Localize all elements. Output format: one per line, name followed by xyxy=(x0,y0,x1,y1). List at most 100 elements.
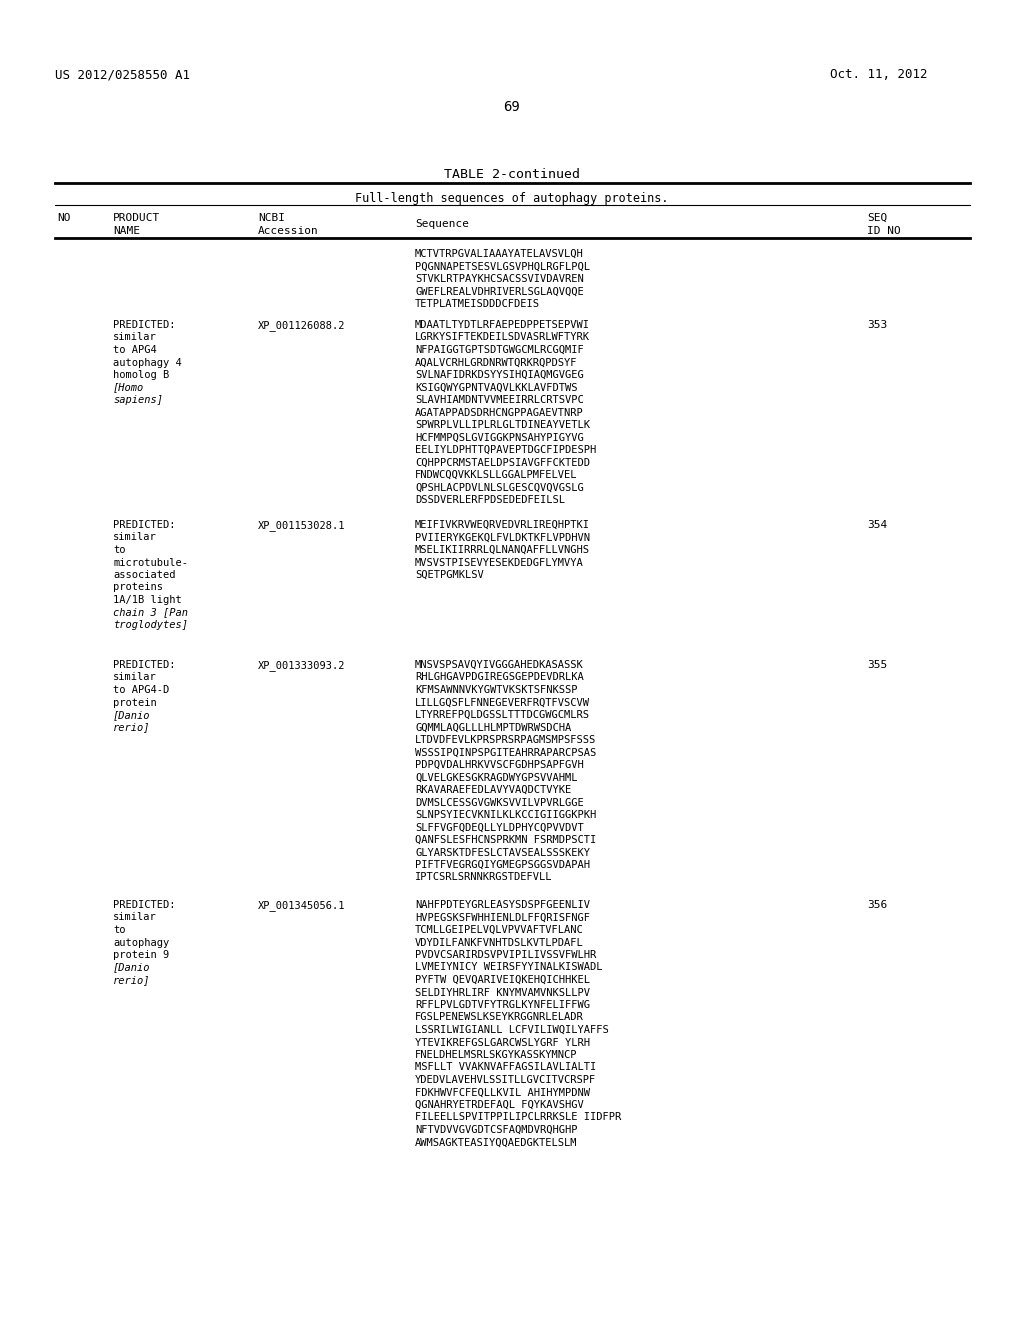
Text: DSSDVERLERFPDSEDEDFEILSL: DSSDVERLERFPDSEDEDFEILSL xyxy=(415,495,565,506)
Text: [Homo: [Homo xyxy=(113,383,144,392)
Text: PREDICTED:: PREDICTED: xyxy=(113,660,175,671)
Text: NAHFPDTEYGRLEASYSDSPFGEENLIV: NAHFPDTEYGRLEASYSDSPFGEENLIV xyxy=(415,900,590,909)
Text: LTYRREFPQLDGSSLTTTDCGWGCMLRS: LTYRREFPQLDGSSLTTTDCGWGCMLRS xyxy=(415,710,590,719)
Text: GLYARSKTDFESLCTAVSEALSSSKEKY: GLYARSKTDFESLCTAVSEALSSSKEKY xyxy=(415,847,590,858)
Text: SVLNAFIDRKDSYYSIHQIAQMGVGEG: SVLNAFIDRKDSYYSIHQIAQMGVGEG xyxy=(415,370,584,380)
Text: [Danio: [Danio xyxy=(113,710,151,719)
Text: proteins: proteins xyxy=(113,582,163,593)
Text: VDYDILFANKFVNHTDSLKVTLPDAFL: VDYDILFANKFVNHTDSLKVTLPDAFL xyxy=(415,937,584,948)
Text: to APG4: to APG4 xyxy=(113,345,157,355)
Text: NCBI: NCBI xyxy=(258,213,285,223)
Text: similar: similar xyxy=(113,333,157,342)
Text: HCFMMPQSLGVIGGKPNSAHYPIGYVG: HCFMMPQSLGVIGGKPNSAHYPIGYVG xyxy=(415,433,584,442)
Text: 69: 69 xyxy=(504,100,520,114)
Text: 354: 354 xyxy=(867,520,887,531)
Text: 1A/1B light: 1A/1B light xyxy=(113,595,181,605)
Text: LTDVDFEVLKPRSPRSRPAGMSMPSFSSS: LTDVDFEVLKPRSPRSRPAGMSMPSFSSS xyxy=(415,735,596,744)
Text: US 2012/0258550 A1: US 2012/0258550 A1 xyxy=(55,69,190,81)
Text: [Danio: [Danio xyxy=(113,962,151,973)
Text: SLAVHIAMDNTVVMEEIRRLCRTSVPC: SLAVHIAMDNTVVMEEIRRLCRTSVPC xyxy=(415,395,584,405)
Text: PRODUCT: PRODUCT xyxy=(113,213,160,223)
Text: to: to xyxy=(113,925,126,935)
Text: MSFLLT VVAKNVAFFAGSILAVLIALTI: MSFLLT VVAKNVAFFAGSILAVLIALTI xyxy=(415,1063,596,1072)
Text: Full-length sequences of autophagy proteins.: Full-length sequences of autophagy prote… xyxy=(355,191,669,205)
Text: NFTVDVVGVGDTCSFAQMDVRQHGHP: NFTVDVVGVGDTCSFAQMDVRQHGHP xyxy=(415,1125,578,1135)
Text: SELDIYHRLIRF KNYMVAMVNKSLLPV: SELDIYHRLIRF KNYMVAMVNKSLLPV xyxy=(415,987,590,998)
Text: MEIFIVKRVWEQRVEDVRLIREQHPTKI: MEIFIVKRVWEQRVEDVRLIREQHPTKI xyxy=(415,520,590,531)
Text: associated: associated xyxy=(113,570,175,579)
Text: rerio]: rerio] xyxy=(113,975,151,985)
Text: FDKHWVFCFEQLLKVIL AHIHYMPDNW: FDKHWVFCFEQLLKVIL AHIHYMPDNW xyxy=(415,1088,590,1097)
Text: rerio]: rerio] xyxy=(113,722,151,733)
Text: homolog B: homolog B xyxy=(113,370,169,380)
Text: protein: protein xyxy=(113,697,157,708)
Text: PVDVCSARIRDSVPVIPILIVSSVFWLHR: PVDVCSARIRDSVPVIPILIVSSVFWLHR xyxy=(415,950,596,960)
Text: SEQ: SEQ xyxy=(867,213,887,223)
Text: RKAVARAEFEDLAVYVAQDCTVYKE: RKAVARAEFEDLAVYVAQDCTVYKE xyxy=(415,785,571,795)
Text: Sequence: Sequence xyxy=(415,219,469,228)
Text: LSSRILWIGIANLL LCFVILIWQILYAFFS: LSSRILWIGIANLL LCFVILIWQILYAFFS xyxy=(415,1026,608,1035)
Text: QLVELGKESGKRAGDWYGPSVVAHML: QLVELGKESGKRAGDWYGPSVVAHML xyxy=(415,772,578,783)
Text: AQALVCRHLGRDNRWTQRKRQPDSYF: AQALVCRHLGRDNRWTQRKRQPDSYF xyxy=(415,358,578,367)
Text: MDAATLTYDTLRFAEPEDPPETSEPVWI: MDAATLTYDTLRFAEPEDPPETSEPVWI xyxy=(415,319,590,330)
Text: PQGNNAPETSESVLGSVPHQLRGFLPQL: PQGNNAPETSESVLGSVPHQLRGFLPQL xyxy=(415,261,590,272)
Text: GQMMLAQGLLLHLMPTDWRWSDCHA: GQMMLAQGLLLHLMPTDWRWSDCHA xyxy=(415,722,571,733)
Text: XP_001345056.1: XP_001345056.1 xyxy=(258,900,345,911)
Text: 355: 355 xyxy=(867,660,887,671)
Text: AWMSAGKTEASIYQQAEDGKTELSLM: AWMSAGKTEASIYQQAEDGKTELSLM xyxy=(415,1138,578,1147)
Text: PYFTW QEVQARIVEIQKEHQICHHKEL: PYFTW QEVQARIVEIQKEHQICHHKEL xyxy=(415,975,590,985)
Text: TETPLATMEISDDDCFDEIS: TETPLATMEISDDDCFDEIS xyxy=(415,300,540,309)
Text: TABLE 2-continued: TABLE 2-continued xyxy=(444,168,580,181)
Text: PVIIERYKGEKQLFVLDKTKFLVPDHVN: PVIIERYKGEKQLFVLDKTKFLVPDHVN xyxy=(415,532,590,543)
Text: AGATAPPADSDRHCNGPPAGAEVTNRP: AGATAPPADSDRHCNGPPAGAEVTNRP xyxy=(415,408,584,417)
Text: troglodytes]: troglodytes] xyxy=(113,620,188,630)
Text: LILLGQSFLFNNEGEVERFRQTFVSCVW: LILLGQSFLFNNEGEVERFRQTFVSCVW xyxy=(415,697,590,708)
Text: autophagy 4: autophagy 4 xyxy=(113,358,181,367)
Text: ID NO: ID NO xyxy=(867,226,901,236)
Text: PIFTFVEGRGQIYGMEGPSGGSVDAPAH: PIFTFVEGRGQIYGMEGPSGGSVDAPAH xyxy=(415,861,590,870)
Text: NO: NO xyxy=(57,213,71,223)
Text: DVMSLCESSGVGWKSVVILVPVRLGGE: DVMSLCESSGVGWKSVVILVPVRLGGE xyxy=(415,797,584,808)
Text: MNSVSPSAVQYIVGGGAHEDKASASSK: MNSVSPSAVQYIVGGGAHEDKASASSK xyxy=(415,660,584,671)
Text: QGNAHRYETRDEFAQL FQYKAVSHGV: QGNAHRYETRDEFAQL FQYKAVSHGV xyxy=(415,1100,584,1110)
Text: QANFSLESFHCNSPRKMN FSRMDPSCTI: QANFSLESFHCNSPRKMN FSRMDPSCTI xyxy=(415,836,596,845)
Text: RHLGHGAVPDGIREGSGEPDEVDRLKA: RHLGHGAVPDGIREGSGEPDEVDRLKA xyxy=(415,672,584,682)
Text: YTEVIKREFGSLGARCWSLYGRF YLRH: YTEVIKREFGSLGARCWSLYGRF YLRH xyxy=(415,1038,590,1048)
Text: FNDWCQQVKKLSLLGGALPMFELVEL: FNDWCQQVKKLSLLGGALPMFELVEL xyxy=(415,470,578,480)
Text: PREDICTED:: PREDICTED: xyxy=(113,520,175,531)
Text: FNELDHELMSRLSKGYKASSKYMNCP: FNELDHELMSRLSKGYKASSKYMNCP xyxy=(415,1049,578,1060)
Text: SPWRPLVLLIPLRLGLTDINEAYVETLK: SPWRPLVLLIPLRLGLTDINEAYVETLK xyxy=(415,420,590,430)
Text: similar: similar xyxy=(113,912,157,923)
Text: TCMLLGEIPELVQLVPVVAFTVFLANC: TCMLLGEIPELVQLVPVVAFTVFLANC xyxy=(415,925,584,935)
Text: QPSHLACPDVLNLSLGESCQVQVGSLG: QPSHLACPDVLNLSLGESCQVQVGSLG xyxy=(415,483,584,492)
Text: SLFFVGFQDEQLLYLDPHYCQPVVDVT: SLFFVGFQDEQLLYLDPHYCQPVVDVT xyxy=(415,822,584,833)
Text: 356: 356 xyxy=(867,900,887,909)
Text: LVMEIYNICY WEIRSFYYINALKISWADL: LVMEIYNICY WEIRSFYYINALKISWADL xyxy=(415,962,602,973)
Text: YDEDVLAVEHVLSSITLLGVCITVCRSPF: YDEDVLAVEHVLSSITLLGVCITVCRSPF xyxy=(415,1074,596,1085)
Text: PREDICTED:: PREDICTED: xyxy=(113,319,175,330)
Text: EELIYLDPHTTQPAVEPTDGCFIPDESPH: EELIYLDPHTTQPAVEPTDGCFIPDESPH xyxy=(415,445,596,455)
Text: SQETPGMKLSV: SQETPGMKLSV xyxy=(415,570,483,579)
Text: XP_001333093.2: XP_001333093.2 xyxy=(258,660,345,671)
Text: IPTCSRLSRNNKRGSTDEFVLL: IPTCSRLSRNNKRGSTDEFVLL xyxy=(415,873,553,883)
Text: PREDICTED:: PREDICTED: xyxy=(113,900,175,909)
Text: chain 3 [Pan: chain 3 [Pan xyxy=(113,607,188,618)
Text: FGSLPENEWSLKSEYKRGGNRLELADR: FGSLPENEWSLKSEYKRGGNRLELADR xyxy=(415,1012,584,1023)
Text: STVKLRTPAYKHCSACSSVIVDAVREN: STVKLRTPAYKHCSACSSVIVDAVREN xyxy=(415,275,584,284)
Text: FILEELLSPVITPPILIPCLRRKSLE IIDFPR: FILEELLSPVITPPILIPCLRRKSLE IIDFPR xyxy=(415,1113,622,1122)
Text: autophagy: autophagy xyxy=(113,937,169,948)
Text: GWEFLREALVDHRIVERLSGLAQVQQE: GWEFLREALVDHRIVERLSGLAQVQQE xyxy=(415,286,584,297)
Text: Accession: Accession xyxy=(258,226,318,236)
Text: KSIGQWYGPNTVAQVLKKLAVFDTWS: KSIGQWYGPNTVAQVLKKLAVFDTWS xyxy=(415,383,578,392)
Text: XP_001126088.2: XP_001126088.2 xyxy=(258,319,345,331)
Text: CQHPPCRMSTAELDPSIAVGFFCKTEDD: CQHPPCRMSTAELDPSIAVGFFCKTEDD xyxy=(415,458,590,467)
Text: sapiens]: sapiens] xyxy=(113,395,163,405)
Text: MSELIKIIRRRLQLNANQAFFLLVNGHS: MSELIKIIRRRLQLNANQAFFLLVNGHS xyxy=(415,545,590,554)
Text: similar: similar xyxy=(113,672,157,682)
Text: RFFLPVLGDTVFYTRGLKYNFELIFFWG: RFFLPVLGDTVFYTRGLKYNFELIFFWG xyxy=(415,1001,590,1010)
Text: MCTVTRPGVALIAAAYATELAVSVLQH: MCTVTRPGVALIAAAYATELAVSVLQH xyxy=(415,249,584,259)
Text: MVSVSTPISEVYESEKDEDGFLYMVYA: MVSVSTPISEVYESEKDEDGFLYMVYA xyxy=(415,557,584,568)
Text: similar: similar xyxy=(113,532,157,543)
Text: protein 9: protein 9 xyxy=(113,950,169,960)
Text: SLNPSYIECVKNILKLKCCIGIIGGKPKH: SLNPSYIECVKNILKLKCCIGIIGGKPKH xyxy=(415,810,596,820)
